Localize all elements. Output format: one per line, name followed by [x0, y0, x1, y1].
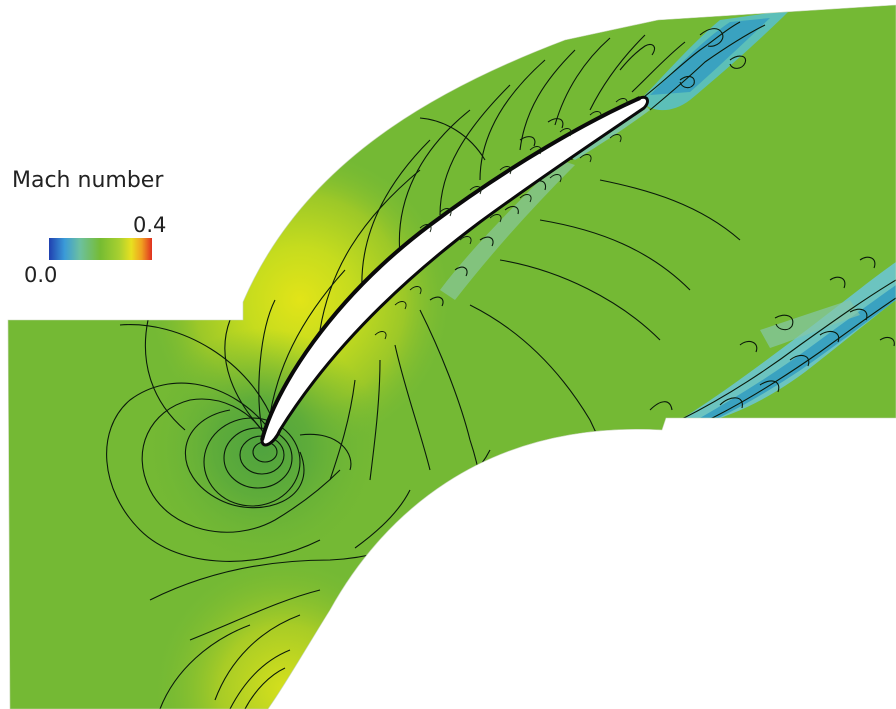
legend-title: Mach number: [12, 168, 163, 193]
legend-min-label: 0.0: [24, 263, 57, 287]
legend-colorbar: [49, 238, 152, 260]
legend-max-label: 0.4: [133, 213, 166, 237]
